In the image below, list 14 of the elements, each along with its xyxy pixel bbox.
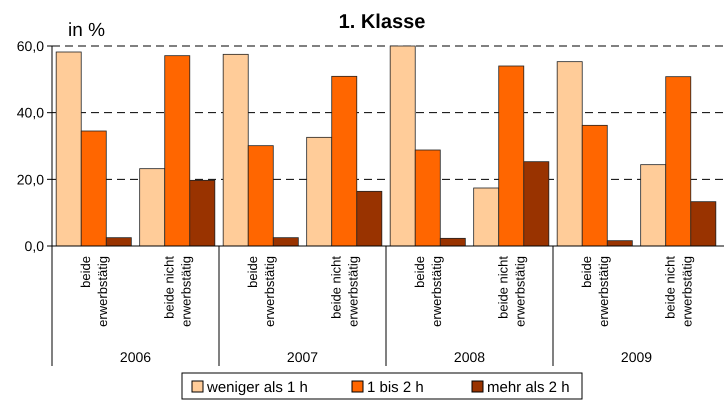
legend-label: 1 bis 2 h — [367, 379, 424, 396]
y-tick-label: 60,0 — [16, 38, 44, 54]
y-tick-label: 0,0 — [24, 238, 44, 254]
legend-label: weniger als 1 h — [206, 379, 308, 396]
legend-label: mehr als 2 h — [487, 379, 570, 396]
y-axis-title: in % — [68, 20, 106, 41]
y-tick-label: 40,0 — [16, 104, 44, 121]
text: 2008 — [454, 349, 486, 365]
y-tick-label: 20,0 — [16, 171, 44, 188]
chart-title: 1. Klasse — [338, 11, 426, 33]
x-tick-label: beide erwerbstätig — [78, 256, 110, 327]
text: 2007 — [286, 349, 318, 365]
text: 2009 — [620, 349, 652, 365]
text: 2006 — [120, 349, 152, 365]
